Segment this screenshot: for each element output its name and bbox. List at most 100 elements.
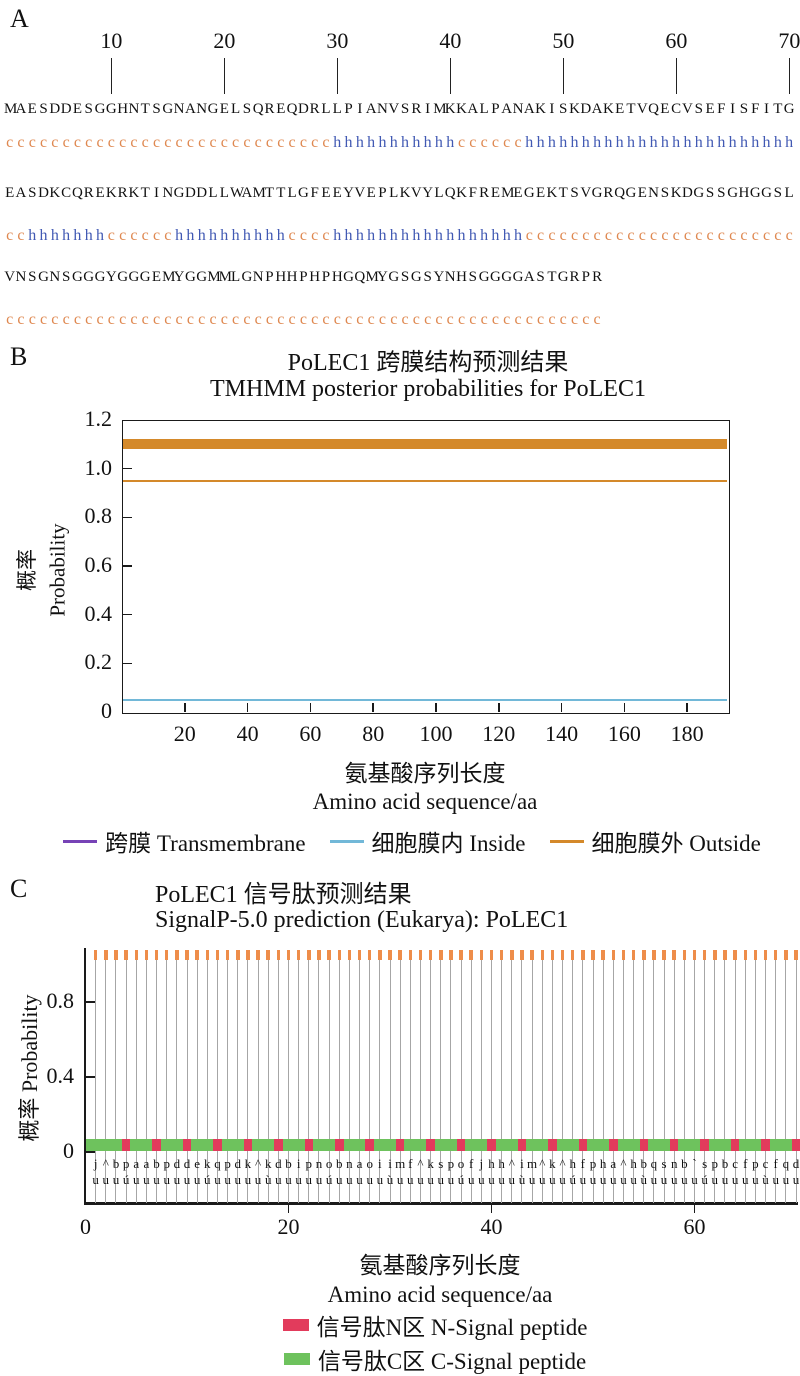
sequence-char: G [749,185,761,201]
residue-letter: ^ [102,1156,109,1171]
coil-char: c [6,227,14,244]
coil-char: c [243,134,251,151]
coil-char: c [130,134,138,151]
residue-letter: k [427,1156,434,1171]
legend-label: 跨膜 Transmembrane [105,831,306,856]
helix-char: h [751,134,760,151]
helix-char: h [186,227,195,244]
panel-b-label: B [10,342,28,371]
sequence-char: Y [173,269,185,285]
residue-letter: ^ [620,1156,627,1171]
sequence-char: S [739,101,749,117]
residue-letter: i [296,1156,301,1171]
x-tick-label: 140 [545,721,579,746]
residue-letter: p [305,1156,313,1171]
coil-char: c [582,311,590,328]
helix-char: h [355,134,364,151]
sequence-char: C [671,101,682,117]
n-signal-segment [609,1139,618,1151]
coil-char: c [107,311,115,328]
legend-label: 信号肽N区 N-Signal peptide [316,1315,588,1340]
residue-letter-2: u [356,1172,363,1187]
coil-char: c [525,311,533,328]
coil-char: c [119,227,127,244]
residue-line [734,957,736,1203]
sequence-char: S [400,101,410,117]
sequence-char: V [636,101,648,117]
outside-probability-line [123,479,727,482]
residue-line [531,957,533,1203]
ruler-tick [336,58,339,94]
other-probability-marker [479,950,484,960]
coil-char: c [198,134,206,151]
residue-letter: q [214,1156,221,1171]
x-tick-mark [560,703,563,712]
coil-char: c [299,227,307,244]
coil-char: c [141,311,149,328]
coil-char: c [277,134,285,151]
residue-line [795,957,797,1203]
sequence-char: G [72,269,83,285]
residue-letter-2: u [630,1172,637,1187]
coil-char: c [6,311,14,328]
residue-line [409,957,411,1203]
residue-letter-2: u [650,1172,658,1187]
y-tick-mark [123,467,132,470]
residue-letter-2: ú [122,1172,130,1187]
other-probability-marker [398,950,402,960]
sequence-char: K [105,185,117,201]
sequence-char: K [49,185,61,201]
other-probability-marker [266,950,270,960]
sequence-char: R [569,269,580,285]
y-tick-mark [123,565,132,567]
sequence-char: L [231,101,241,117]
sequence-char: A [591,101,603,117]
n-signal-segment [243,1139,253,1151]
helix-char: h [638,134,647,151]
residue-letter-2: u [620,1172,627,1187]
helix-char: h [559,134,568,151]
coil-char: c [582,227,590,244]
other-probability-marker [205,950,210,960]
residue-letter-2: u [610,1172,617,1187]
helix-char: h [344,134,353,151]
other-probability-marker [550,950,555,960]
residue-letter: k [244,1156,252,1171]
sequence-char: H [331,269,343,285]
helix-char: h [547,134,556,151]
sequence-char: S [84,101,93,117]
residue-line [785,957,787,1203]
n-signal-segment [182,1139,192,1151]
sequence-char: K [670,185,682,201]
sequence-char: D [49,101,61,117]
residue-letter: b [681,1156,688,1171]
ruler-number: 20 [213,28,236,53]
residue-letter-2: u [752,1172,759,1187]
residue-letter: k [264,1156,272,1171]
other-probability-marker [215,950,220,960]
helix-char: h [39,227,48,244]
residue-letter-2: u [772,1172,779,1187]
coil-char: c [152,134,161,151]
other-probability-marker [357,950,362,960]
other-probability-marker [428,950,433,960]
x-tick-label: 120 [482,721,516,746]
coil-char: c [491,134,499,151]
panel-b-title-en: TMHMM posterior probabilities for PoLEC1 [210,376,646,402]
residue-letter: m [527,1156,538,1171]
residue-letter: s [661,1156,667,1171]
residue-letter: d [792,1156,800,1171]
residue-letter-2: u [305,1172,313,1187]
sequence-char: N [162,185,174,201]
sequence-row: EA S DKCQR EKRKT I NGDDL LWAMT T LG F E EYVE P LKVYLQ… [4,184,795,202]
sequence-char: L [784,185,794,201]
residue-letter: m [395,1156,406,1171]
sequence-char: G [783,101,795,117]
helix-char: h [446,134,455,151]
panel-c-label: C [10,874,28,903]
residue-letter: h [569,1156,576,1171]
helix-char: h [683,134,692,151]
sequence-char: N [196,101,208,117]
x-tick-label: 20 [173,721,196,746]
sequence-char: S [400,269,410,285]
